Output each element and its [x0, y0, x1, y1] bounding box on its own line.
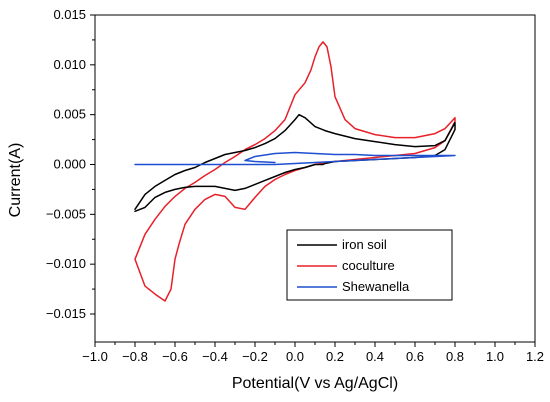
x-axis-title: Potential(V vs Ag/AgCl) — [232, 375, 398, 392]
legend: iron soil coculture Shewanella — [286, 229, 453, 301]
x-tick-label: 0.2 — [326, 349, 344, 364]
x-tick-label: −0.2 — [242, 349, 268, 364]
x-tick-label: 0.8 — [446, 349, 464, 364]
y-tick-label: −0.005 — [46, 206, 86, 221]
x-tick-label: 1.0 — [486, 349, 504, 364]
legend-label-iron-soil: iron soil — [342, 237, 387, 252]
series-line-coculture — [134, 41, 456, 302]
legend-box — [286, 229, 453, 301]
y-tick-label: 0.000 — [53, 157, 86, 172]
series-line-shewanella — [134, 151, 456, 166]
x-tick-label: −0.8 — [122, 349, 148, 364]
x-tick-label: −0.6 — [162, 349, 188, 364]
y-tick-label: −0.010 — [46, 256, 86, 271]
x-tick-label: 0.4 — [366, 349, 384, 364]
axis-ticks: −1.0 −0.8 −0.6 −0.4 −0.2 0.0 0.2 0.4 0.6 0.8 1.0 1.… — [46, 7, 544, 364]
data-curves — [134, 41, 456, 302]
y-tick-label: −0.015 — [46, 306, 86, 321]
series-line-iron-soil — [134, 113, 456, 213]
x-tick-label: 1.2 — [526, 349, 544, 364]
x-tick-label: 0.6 — [406, 349, 424, 364]
x-tick-label: −0.4 — [202, 349, 228, 364]
x-tick-label: 0.0 — [286, 349, 304, 364]
y-tick-label: 0.015 — [53, 7, 86, 22]
x-tick-label: −1.0 — [82, 349, 108, 364]
legend-label-shewanella: Shewanella — [342, 279, 410, 294]
y-tick-label: 0.005 — [53, 107, 86, 122]
y-tick-label: 0.010 — [53, 57, 86, 72]
legend-label-coculture: coculture — [342, 258, 395, 273]
y-axis-title: Current(A) — [7, 143, 24, 218]
